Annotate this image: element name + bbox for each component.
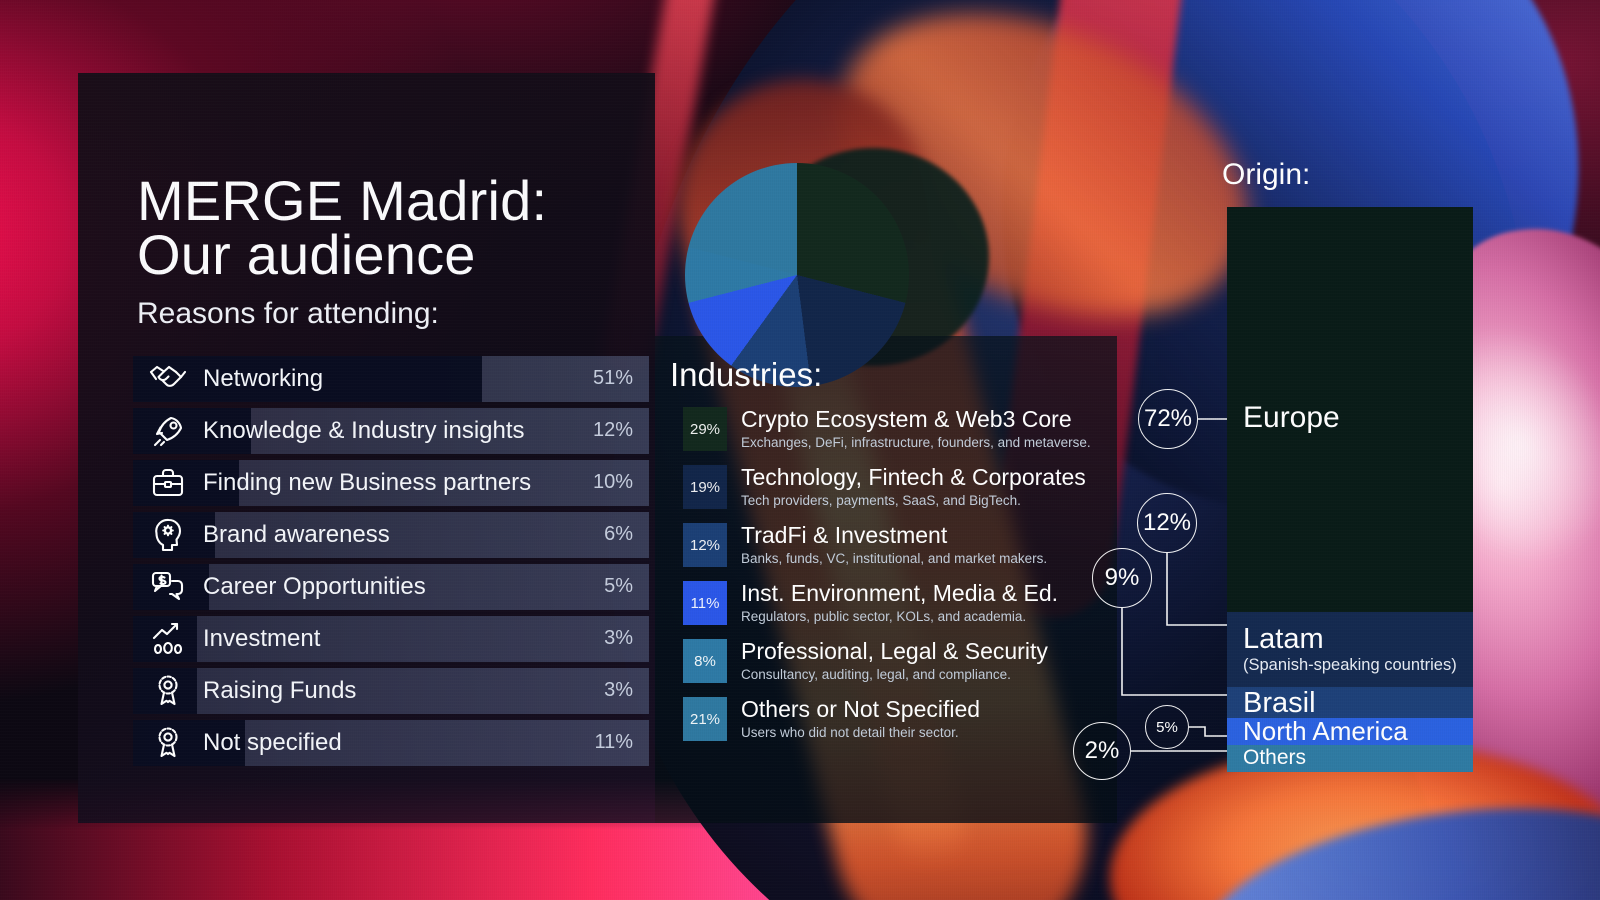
reason-label: Raising Funds [203,677,357,704]
reason-bar-fill [133,564,210,610]
origin-callout-circle: 2% [1073,722,1131,780]
origin-callout-circle: 72% [1138,389,1198,449]
medal-icon [148,671,188,711]
rocket-icon [148,411,188,451]
chart-growth-icon [148,619,188,659]
briefcase-icon [148,463,188,503]
reason-bar-fill [133,512,216,558]
head-gear-icon [148,515,188,555]
reason-bar-fill [133,668,198,714]
page-title: MERGE Madrid: Our audience [137,169,548,286]
reasons-heading: Reasons for attending: [137,297,439,330]
reason-label: Finding new Business partners [203,469,532,496]
page-title-line1: MERGE Madrid: [137,169,548,232]
page-title-line2: Our audience [137,223,476,286]
reason-bar-fill [133,460,239,506]
reason-row: Networking 51% [133,356,649,402]
origin-callout-circle: 12% [1137,493,1197,553]
reason-label: Brand awareness [203,521,390,548]
reason-bar-fill [133,356,483,402]
reason-label: Networking [203,365,324,392]
reason-label: Knowledge & Industry insights [203,417,525,444]
reason-bar-fill [133,720,245,766]
reason-bar-fill [133,616,198,662]
origin-callout-circle: 9% [1092,548,1152,608]
reason-label: Career Opportunities [203,573,426,600]
reason-label: Investment [203,625,321,652]
chat-dollar-icon [148,567,188,607]
handshake-icon [148,359,188,399]
reason-row: Finding new Business partners 10% [133,460,649,506]
medal-icon [148,723,188,763]
origin-callout-circle: 5% [1145,705,1189,749]
reason-label: Not specified [203,729,342,756]
reason-bar-fill [133,408,251,454]
